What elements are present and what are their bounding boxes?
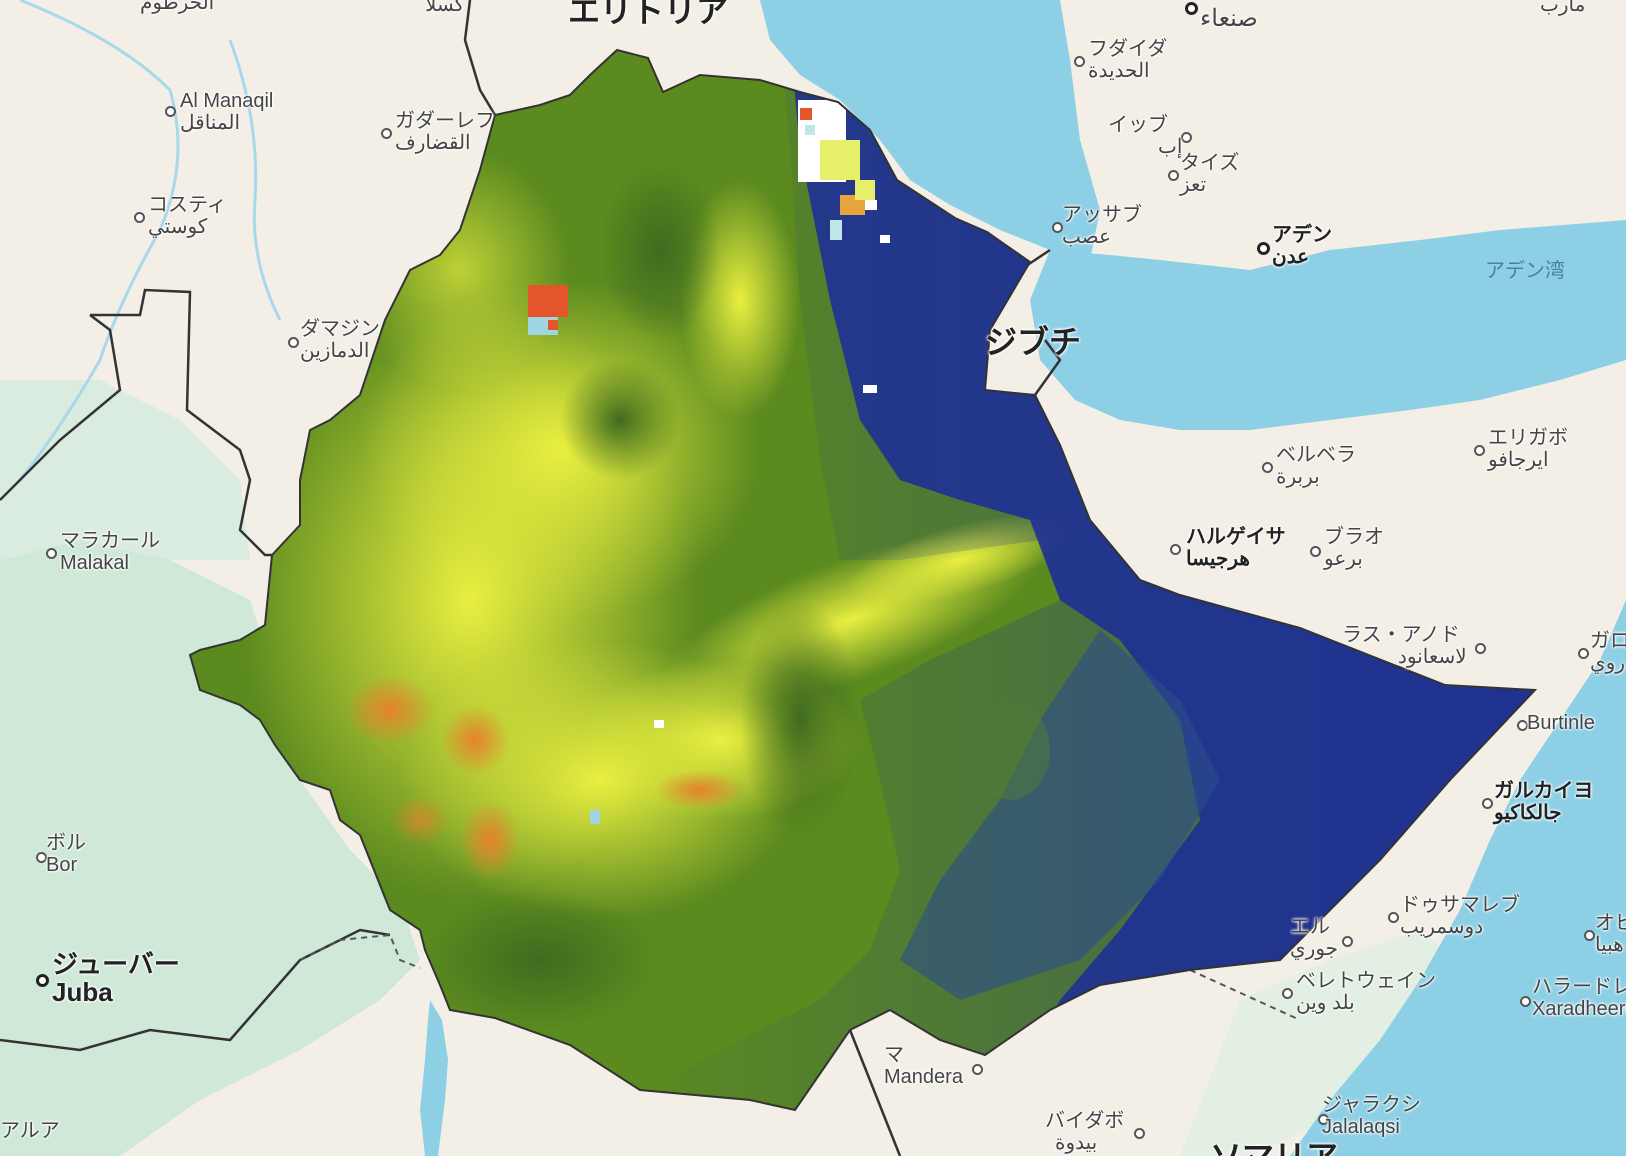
marker-jalalaqsi[interactable] — [1318, 1114, 1329, 1125]
place-kassala: كسلا — [425, 0, 465, 16]
marker-bor[interactable] — [36, 852, 47, 863]
place-berbera: ベルベラ بربرة — [1276, 444, 1356, 488]
marker-ibb[interactable] — [1181, 132, 1192, 143]
place-burao: ブラオ برعو — [1324, 526, 1384, 570]
marker-burao[interactable] — [1310, 546, 1321, 557]
place-xarardheere: ハラードレXaradheere — [1532, 976, 1626, 1020]
marker-taiz[interactable] — [1168, 170, 1179, 181]
place-juba: ジューバー Juba — [52, 949, 180, 1007]
marker-malakal[interactable] — [46, 548, 57, 559]
marker-aden[interactable] — [1257, 242, 1270, 255]
place-kosti: コスティ كوستي — [148, 194, 227, 238]
marker-berbera[interactable] — [1262, 462, 1273, 473]
marker-obbia[interactable] — [1584, 930, 1595, 941]
place-jalalaqsi: ジャラクシ Jalalaqsi — [1322, 1094, 1421, 1138]
marker-assab[interactable] — [1052, 222, 1063, 233]
marker-kosti[interactable] — [134, 212, 145, 223]
place-hodeidah: フダイダ الحديدة — [1088, 38, 1168, 82]
marker-las-anod[interactable] — [1475, 643, 1486, 654]
marker-mandera[interactable] — [972, 1064, 983, 1075]
marker-hargeisa[interactable] — [1170, 544, 1181, 555]
place-beledweyne: ベレトウェイン بلد وين — [1296, 970, 1436, 1014]
marker-xarardheere[interactable] — [1520, 996, 1531, 1007]
place-sanaa: صنعاء — [1200, 5, 1258, 32]
place-khartoum: الخرطوم — [140, 0, 215, 14]
water-label-gulf-of-aden: アデン湾 — [1485, 260, 1565, 282]
place-taiz: タイズ تعز — [1180, 152, 1240, 196]
place-dusmareb: ドゥサマレブ دوسمريب — [1400, 894, 1520, 938]
marker-al-manaqil[interactable] — [165, 106, 176, 117]
place-galkayo: ガルカイヨ جالكاكيو — [1494, 780, 1594, 824]
place-bor: ボル Bor — [46, 832, 86, 876]
place-baidoa: バイダボ بيدوة — [1045, 1110, 1125, 1154]
place-damazin: ダマジン الدمازين — [300, 318, 380, 362]
marker-sanaa[interactable] — [1185, 2, 1198, 15]
place-las-anod: ラス・アノド لاسعانود — [1342, 624, 1467, 668]
place-garowe: ガロ روي — [1590, 630, 1626, 674]
marker-baidoa[interactable] — [1134, 1128, 1145, 1139]
place-obbia: オビ هبيا — [1595, 912, 1626, 956]
place-al-manaqil: Al Manaqil المناقل — [180, 90, 274, 134]
marker-jowhar[interactable] — [1342, 936, 1353, 947]
place-burtinle: Burtinle — [1527, 712, 1595, 734]
marker-dusmareb[interactable] — [1388, 912, 1399, 923]
marker-galkayo[interactable] — [1482, 798, 1493, 809]
country-label-eritrea: エリトリア — [568, 0, 729, 29]
place-erigavo: エリガボ ايرجافو — [1488, 427, 1568, 471]
place-malakal: マラカール Malakal — [60, 530, 160, 574]
marker-garowe[interactable] — [1578, 648, 1589, 659]
marker-damazin[interactable] — [288, 337, 299, 348]
marker-erigavo[interactable] — [1474, 445, 1485, 456]
place-assab: アッサブ عصب — [1062, 204, 1142, 248]
place-hargeisa: ハルゲイサ هرجيسا — [1186, 526, 1286, 570]
place-marib: مأرب — [1540, 0, 1586, 16]
marker-gedaref[interactable] — [381, 128, 392, 139]
place-mandera: マ Mandera — [884, 1044, 963, 1088]
marker-beledweyne[interactable] — [1282, 988, 1293, 999]
country-label-somalia: ソマリア — [1210, 1140, 1338, 1156]
marker-hodeidah[interactable] — [1074, 56, 1085, 67]
marker-burtinle[interactable] — [1517, 720, 1528, 731]
place-aweil: アルア — [0, 1120, 60, 1142]
place-ibb: イッブ إب — [1108, 114, 1183, 158]
country-label-djibouti: ジブチ — [985, 324, 1082, 360]
place-jowhar: エル جوري — [1290, 916, 1339, 960]
place-aden: アデン عدن — [1272, 224, 1332, 268]
marker-juba[interactable] — [36, 974, 49, 987]
place-gedaref: ガダーレフ القضارف — [395, 110, 495, 154]
